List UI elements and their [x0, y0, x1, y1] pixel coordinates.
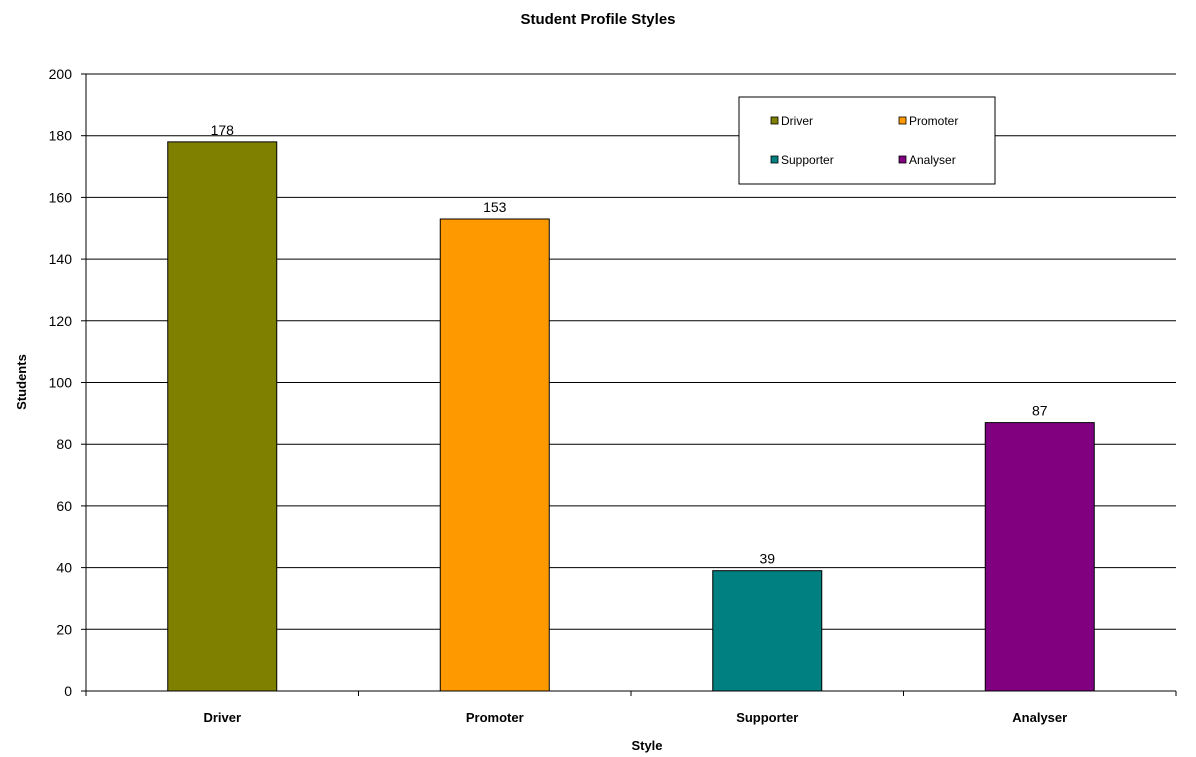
legend-swatch-driver	[770, 116, 779, 125]
data-label: 153	[483, 199, 507, 215]
legend-label: Promoter	[909, 114, 958, 128]
bar-driver	[167, 141, 278, 692]
legend-swatch-supporter	[770, 155, 779, 164]
bar-promoter	[439, 218, 550, 692]
y-tick-label: 20	[56, 621, 72, 637]
data-label: 178	[211, 122, 235, 138]
x-tick-label: Driver	[203, 710, 241, 725]
x-tick-label: Analyser	[1012, 710, 1067, 725]
x-axis-title: Style	[631, 738, 662, 753]
legend-label: Supporter	[781, 153, 834, 167]
chart-title: Student Profile Styles	[520, 11, 675, 28]
x-tick-label: Promoter	[466, 710, 524, 725]
bar-supporter	[712, 570, 823, 692]
legend-label: Analyser	[909, 153, 956, 167]
legend-box	[738, 96, 996, 185]
legend-swatch-promoter	[898, 116, 907, 125]
axes: 0 20 40 60 80 100 120 140 160 180 200 Driver Promote…	[49, 66, 1177, 725]
y-tick-label: 140	[49, 251, 73, 267]
y-tick-label: 200	[49, 66, 73, 82]
x-tick-label: Supporter	[736, 710, 798, 725]
y-tick-label: 160	[49, 189, 73, 205]
legend: Driver Promoter Supporter Analyser	[738, 96, 996, 185]
y-tick-label: 80	[56, 436, 72, 452]
y-tick-label: 0	[64, 683, 72, 699]
y-tick-label: 180	[49, 128, 73, 144]
y-axis-title: Students	[14, 354, 29, 410]
legend-swatch-analyser	[898, 155, 907, 164]
bars: 178 153 39 87	[167, 122, 1095, 692]
y-tick-label: 40	[56, 560, 72, 576]
legend-label: Driver	[781, 114, 813, 128]
data-label: 39	[759, 551, 775, 567]
y-tick-label: 100	[49, 375, 73, 391]
y-tick-label: 120	[49, 313, 73, 329]
y-tick-label: 60	[56, 498, 72, 514]
bar-analyser	[984, 422, 1095, 692]
data-label: 87	[1032, 403, 1048, 419]
